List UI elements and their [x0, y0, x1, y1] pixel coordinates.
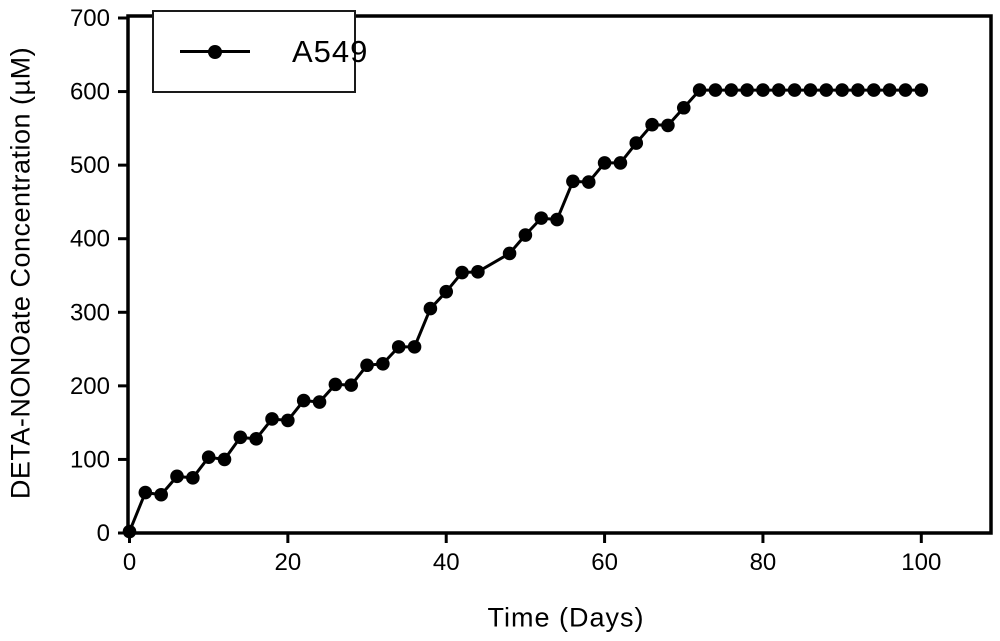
- y-tick-label: 0: [97, 520, 110, 547]
- data-point: [676, 100, 691, 115]
- y-tick-label: 200: [70, 373, 110, 400]
- y-tick-label: 300: [70, 299, 110, 326]
- data-point: [771, 83, 786, 97]
- y-tick-label: 700: [70, 5, 110, 32]
- y-tick-label: 400: [70, 226, 110, 253]
- data-point: [502, 246, 517, 261]
- data-point: [597, 156, 612, 170]
- data-point: [328, 377, 343, 392]
- legend: A549: [152, 10, 367, 93]
- data-point: [835, 83, 849, 97]
- legend-marker-icon: [208, 44, 222, 59]
- data-point: [550, 212, 564, 227]
- data-point: [186, 471, 200, 485]
- data-point: [866, 83, 881, 97]
- data-point: [122, 524, 137, 539]
- data-point: [265, 412, 279, 426]
- data-point: [756, 83, 770, 97]
- y-axis-label: DETA-NONOate Concentration (µM): [5, 46, 36, 500]
- data-point: [170, 469, 184, 484]
- data-point: [344, 378, 359, 392]
- x-axis-label: Time (Days): [487, 602, 645, 633]
- data-point: [233, 430, 248, 445]
- data-point: [455, 265, 469, 280]
- data-point: [439, 284, 454, 299]
- data-point: [566, 174, 580, 189]
- y-tick-label: 100: [70, 446, 110, 473]
- legend-label: A549: [292, 33, 369, 69]
- data-point: [787, 83, 802, 97]
- data-point: [898, 83, 913, 97]
- data-point: [201, 450, 216, 465]
- data-point: [471, 265, 485, 279]
- x-tick-label: 60: [591, 549, 618, 576]
- data-point: [851, 83, 865, 97]
- data-point: [740, 83, 754, 97]
- plot-frame: [126, 14, 993, 535]
- data-point: [281, 413, 295, 428]
- data-point: [376, 356, 390, 371]
- data-point: [534, 211, 549, 225]
- data-point: [312, 395, 327, 409]
- data-point: [360, 358, 374, 373]
- data-point: [138, 485, 153, 500]
- data-point: [629, 136, 644, 150]
- x-tick-label: 20: [275, 549, 302, 576]
- data-point: [803, 83, 818, 97]
- data-point: [423, 301, 438, 316]
- legend-sample: [180, 44, 250, 59]
- x-tick-label: 100: [901, 549, 941, 576]
- data-point: [724, 83, 739, 97]
- x-tick-label: 40: [433, 549, 460, 576]
- data-point: [661, 118, 675, 133]
- data-point: [391, 340, 406, 354]
- data-point: [518, 228, 533, 242]
- data-point: [581, 175, 596, 189]
- data-point: [819, 83, 834, 97]
- data-point: [882, 83, 897, 97]
- data-point: [296, 393, 311, 408]
- data-point: [613, 156, 628, 170]
- x-tick-label: 80: [750, 549, 777, 576]
- data-point: [217, 452, 232, 467]
- data-point: [708, 83, 723, 97]
- data-point: [645, 117, 659, 132]
- y-tick-label: 500: [70, 152, 110, 179]
- y-tick-label: 600: [70, 79, 110, 106]
- data-point: [692, 83, 707, 97]
- data-line: [128, 88, 922, 533]
- data-point: [154, 487, 168, 502]
- x-tick-label: 0: [123, 549, 136, 576]
- data-point: [914, 83, 929, 97]
- data-point: [407, 340, 422, 354]
- data-point: [249, 432, 263, 446]
